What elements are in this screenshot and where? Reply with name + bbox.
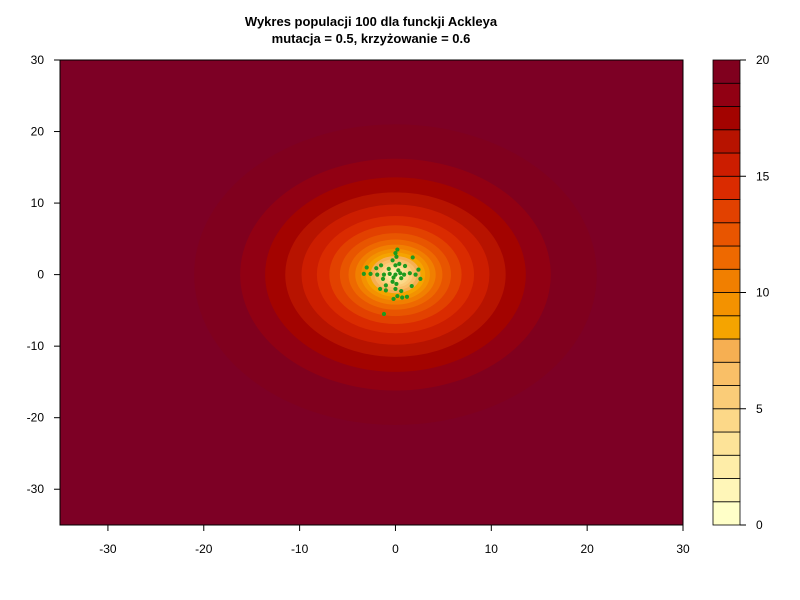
- legend-swatch-0: [712, 501, 741, 526]
- y-axis: -30 -20 -10 0 10 20 30: [27, 53, 60, 496]
- population-point: [407, 271, 412, 276]
- legend-swatch-12: [712, 222, 741, 247]
- population-point: [393, 286, 398, 292]
- population-point: [418, 276, 423, 282]
- population-point: [396, 268, 401, 273]
- x-tick-label: 30: [676, 542, 690, 556]
- legend-swatch-4: [712, 408, 741, 433]
- population-point: [375, 272, 380, 277]
- legend-tick-label: 5: [756, 402, 763, 416]
- population-point: [383, 288, 388, 293]
- x-axis: -30 -20 -10 0 10 20 30: [99, 525, 690, 556]
- x-tick-label: -20: [195, 542, 213, 556]
- chart-title: Wykres populacji 100 dla funckji Ackleya: [245, 14, 498, 29]
- x-tick-label: 20: [580, 542, 594, 556]
- population-point: [391, 275, 396, 280]
- population-point: [394, 254, 399, 259]
- population-point: [402, 263, 408, 269]
- legend-swatch-10: [712, 268, 741, 293]
- y-tick-label: -30: [27, 482, 45, 496]
- legend-swatch-14: [712, 175, 741, 200]
- population-point: [397, 261, 402, 266]
- legend-tick-label: 15: [756, 169, 770, 183]
- legend-swatch-7: [712, 338, 741, 363]
- population-point: [387, 271, 392, 276]
- population-point: [409, 283, 414, 289]
- plot-area: [60, 60, 683, 525]
- population-point: [378, 263, 384, 268]
- population-point: [399, 276, 404, 281]
- legend-swatch-3: [712, 431, 741, 456]
- population-point: [393, 263, 398, 268]
- population-point: [404, 294, 410, 299]
- legend-swatch-16: [712, 129, 741, 154]
- population-point: [380, 276, 386, 282]
- population-point: [393, 251, 398, 256]
- population-point: [394, 281, 399, 287]
- population-point: [386, 266, 391, 271]
- legend-swatch-11: [712, 245, 741, 270]
- population-points: [361, 247, 423, 317]
- y-tick-label: 30: [31, 53, 45, 67]
- population-point: [378, 286, 383, 292]
- y-tick-label: 0: [37, 268, 44, 282]
- legend-tick-label: 0: [756, 518, 763, 532]
- legend-tick-label: 20: [756, 53, 770, 67]
- population-point: [381, 311, 387, 317]
- x-tick-label: -30: [99, 542, 117, 556]
- population-point: [391, 296, 396, 302]
- legend-swatch-2: [712, 454, 741, 479]
- legend-swatch-5: [712, 385, 741, 410]
- legend-swatch-15: [712, 152, 741, 177]
- legend-swatch-8: [712, 315, 741, 340]
- population-point: [401, 272, 407, 277]
- legend-swatch-18: [712, 82, 741, 107]
- population-point: [410, 255, 415, 260]
- plot-frame: [59, 59, 684, 526]
- population-point: [395, 293, 400, 299]
- population-point: [364, 265, 369, 270]
- population-point: [383, 283, 388, 288]
- population-point: [390, 279, 395, 284]
- population-point: [400, 295, 405, 300]
- x-tick-label: -10: [291, 542, 309, 556]
- chart-subtitle: mutacja = 0.5, krzyżowanie = 0.6: [272, 31, 471, 46]
- population-point: [413, 272, 418, 277]
- legend-swatch-1: [712, 478, 741, 503]
- y-tick-label: -10: [27, 339, 45, 353]
- legend-swatch-13: [712, 199, 741, 224]
- y-tick-label: 20: [31, 125, 45, 139]
- population-point: [399, 288, 404, 294]
- color-legend: 0 5 10 15 20: [712, 53, 770, 532]
- population-point: [361, 271, 366, 276]
- y-tick-label: -20: [27, 411, 45, 425]
- x-tick-label: 10: [485, 542, 499, 556]
- legend-swatch-17: [712, 106, 741, 131]
- population-point: [374, 266, 379, 271]
- population-point: [381, 272, 387, 277]
- legend-swatch-6: [712, 361, 741, 386]
- population-point: [395, 247, 400, 252]
- population-point: [390, 258, 395, 263]
- legend-tick-label: 10: [756, 286, 770, 300]
- population-point: [416, 267, 421, 272]
- legend-swatch-19: [712, 59, 741, 84]
- legend-swatch-9: [712, 292, 741, 317]
- y-tick-label: 10: [31, 196, 45, 210]
- x-tick-label: 0: [392, 542, 399, 556]
- population-point: [368, 271, 373, 276]
